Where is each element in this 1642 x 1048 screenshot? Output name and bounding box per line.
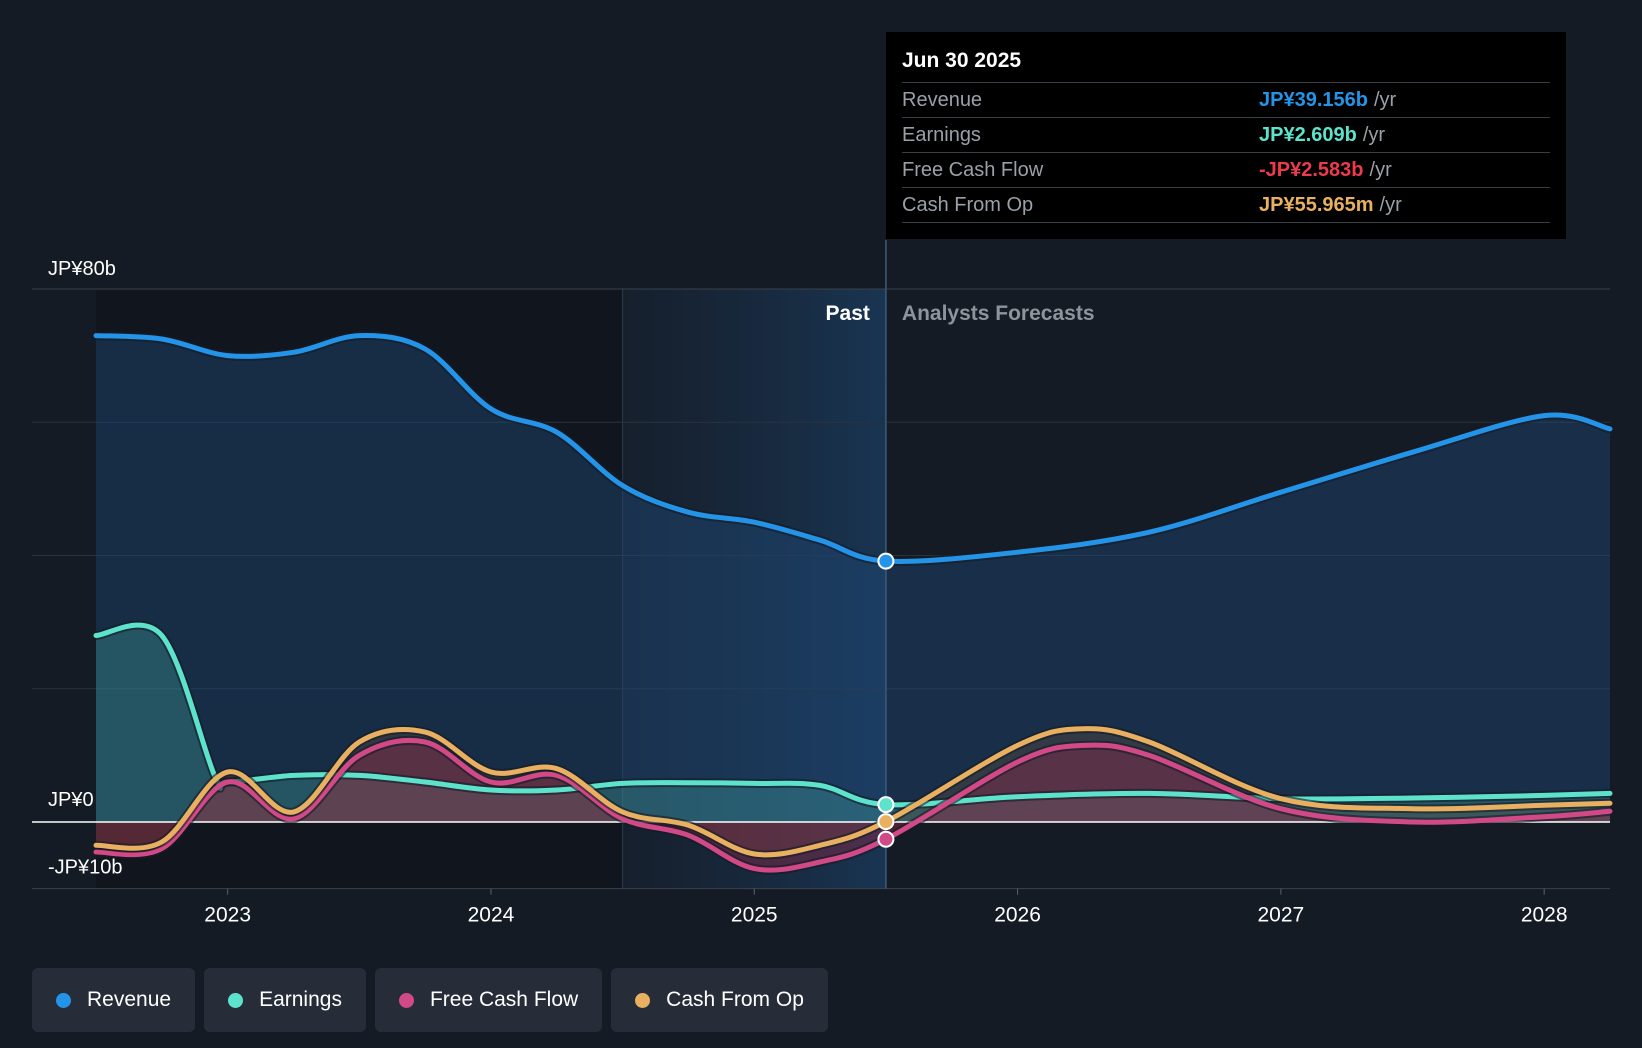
legend-item-revenue[interactable]: Revenue xyxy=(32,968,196,1032)
past-label: Past xyxy=(826,302,870,325)
revenue-marker xyxy=(877,552,895,570)
tooltip-label: Revenue xyxy=(902,88,983,111)
revenue-line xyxy=(93,333,1613,564)
tooltip-panel: Jun 30 2025 Revenue JP¥39.156b /yr Earni… xyxy=(886,32,1566,239)
x-tick-label: 2027 xyxy=(1258,904,1305,927)
tooltip-row-revenue: Revenue JP¥39.156b /yr xyxy=(902,82,1550,117)
tooltip-date: Jun 30 2025 xyxy=(902,49,1022,72)
tooltip-unit: /yr xyxy=(1373,88,1397,111)
cfo-dot-icon xyxy=(635,992,651,1008)
tooltip-label: Free Cash Flow xyxy=(902,158,1044,181)
earnings-marker xyxy=(877,796,895,814)
legend-label: Free Cash Flow xyxy=(429,988,579,1011)
fcf-line xyxy=(93,737,1613,873)
tooltip-value: JP¥55.965m xyxy=(1259,193,1374,216)
earnings-area xyxy=(96,625,1610,822)
tooltip-unit: /yr xyxy=(1362,123,1386,146)
tooltip-value: -JP¥2.583b xyxy=(1259,158,1364,181)
forecast-label: Analysts Forecasts xyxy=(902,302,1095,325)
tooltip-label: Earnings xyxy=(902,123,981,146)
x-tick-label: 2025 xyxy=(731,904,778,927)
y-axis-label: JP¥0 xyxy=(48,789,94,811)
revenue-area xyxy=(96,335,1610,822)
x-tick-label: 2024 xyxy=(468,904,515,927)
legend-item-earnings[interactable]: Earnings xyxy=(204,968,366,1032)
x-tick-label: 2028 xyxy=(1521,904,1568,927)
tooltip-value: JP¥39.156b xyxy=(1259,88,1368,111)
fcf-area xyxy=(96,740,1610,871)
tooltip-value: JP¥2.609b xyxy=(1259,123,1357,146)
x-tick-label: 2026 xyxy=(994,904,1041,927)
y-axis-label: JP¥80b xyxy=(48,258,116,280)
cfo-line xyxy=(93,726,1613,858)
fcf-marker xyxy=(877,830,895,848)
cfo-marker xyxy=(877,813,895,831)
x-tick-label: 2023 xyxy=(204,904,251,927)
tooltip-label: Cash From Op xyxy=(902,193,1034,216)
earnings-dot-icon xyxy=(228,992,244,1008)
legend-label: Cash From Op xyxy=(666,988,804,1011)
tooltip-unit: /yr xyxy=(1379,193,1402,216)
cfo-area xyxy=(96,728,1610,855)
y-axis-label: -JP¥10b xyxy=(48,857,123,879)
legend-item-fcf[interactable]: Free Cash Flow xyxy=(374,968,603,1032)
tooltip-row-cfo: Cash From Op JP¥55.965m /yr xyxy=(902,187,1550,223)
legend-label: Earnings xyxy=(259,988,342,1011)
revenue-dot-icon xyxy=(56,992,71,1008)
tooltip-row-earnings: Earnings JP¥2.609b /yr xyxy=(902,117,1550,152)
tooltip-unit: /yr xyxy=(1369,158,1392,181)
fcf-dot-icon xyxy=(398,992,414,1008)
tooltip-row-fcf: Free Cash Flow -JP¥2.583b /yr xyxy=(902,152,1550,187)
legend: Revenue Earnings Free Cash Flow Cash Fro… xyxy=(32,968,828,1032)
legend-item-cfo[interactable]: Cash From Op xyxy=(611,968,828,1032)
legend-label: Revenue xyxy=(87,988,172,1011)
